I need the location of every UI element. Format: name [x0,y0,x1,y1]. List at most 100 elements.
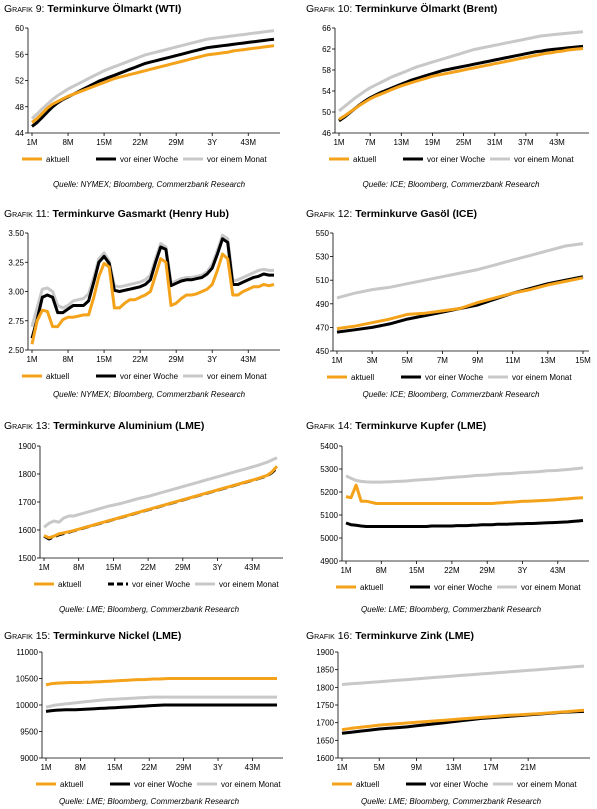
legend-label: aktuell [353,155,376,164]
x-tick-label: 3Y [207,355,217,364]
y-tick-label: 1700 [316,719,334,728]
y-tick-label: 60 [15,24,24,33]
series-line-aktuell [43,465,279,540]
y-tick-label: 66 [322,24,331,33]
x-tick-label: 3Y [518,566,528,575]
y-tick-label: 5000 [320,534,338,543]
x-tick-label: 8M [73,563,84,572]
legend-label: aktuell [360,583,383,592]
series-line-vor-einem-monat [341,664,585,686]
legend-label: aktuell [60,780,83,789]
x-tick-label: 22M [132,355,148,364]
legend-label: vor einer Woche [134,780,193,789]
legend-label: vor einer Woche [430,780,489,789]
chart-source: Quelle: LME; Bloomberg, Commerzbank Rese… [360,797,542,806]
chart-12: 450 470 490 510 530 550 1M 3M 5M 7M 9M 11M 13M 15M akt… [316,229,591,382]
y-tick-label: 1900 [18,442,36,451]
y-tick-label: 3.00 [8,288,24,297]
chart-title-text: Terminkurve Gasöl (ICE) [355,208,477,220]
x-tick-label: 29M [168,138,184,147]
chart-title-prefix: Grafik 10: [306,3,356,15]
legend-label: vor einem Monat [512,373,572,382]
x-tick-label: 5M [374,763,385,772]
x-tick-label: 25M [456,138,472,147]
y-tick-label: 1700 [18,498,36,507]
series-line-vor-einer-woche [341,709,585,735]
y-tick-label: 50 [322,108,331,117]
y-tick-label: 3.25 [8,258,24,267]
chart-9: 44 48 52 56 60 1M 8M 15M 22M 29M 3Y 43M aktuell vor e… [15,24,280,164]
x-tick-label: 1M [38,563,49,572]
legend-label: aktuell [356,780,379,789]
series-line-aktuell [336,276,584,331]
y-tick-label: 5200 [320,488,338,497]
x-tick-label: 5M [402,356,413,365]
chart-title-prefix: Grafik 12: [306,208,356,220]
series-line-vor-einem-monat [345,466,584,484]
y-tick-label: 52 [15,77,24,86]
y-tick-label: 10000 [16,701,39,710]
legend-label: vor einem Monat [219,580,279,589]
x-tick-label: 15M [96,355,112,364]
x-tick-label: 43M [244,563,260,572]
legend-label: vor einer Woche [434,583,493,592]
x-tick-label: 1M [333,138,344,147]
legend-label: vor einem Monat [207,155,267,164]
x-tick-label: 22M [141,763,157,772]
y-tick-label: 1750 [316,701,334,710]
y-tick-label: 530 [316,253,330,262]
x-tick-label: 15M [107,763,123,772]
chart-title-14: Grafik 14: Terminkurve Kupfer (LME) [306,420,486,432]
x-tick-label: 43M [549,138,565,147]
chart-title-text: Terminkurve Aluminium (LME) [53,420,205,432]
chart-title-prefix: Grafik 13: [4,420,54,432]
x-tick-label: 21M [520,763,536,772]
chart-title-10: Grafik 10: Terminkurve Ölmarkt (Brent) [306,3,497,15]
y-tick-label: 9000 [20,754,38,763]
legend-label: vor einem Monat [221,780,281,789]
y-tick-label: 1500 [18,554,36,563]
x-tick-label: 22M [444,566,460,575]
chart-title-prefix: Grafik 11: [4,208,53,220]
y-tick-label: 1600 [18,526,36,535]
series-line-aktuell [30,252,275,345]
series-line-vor-einem-monat [30,29,275,120]
chart-title-prefix: Grafik 15: [4,630,54,642]
y-tick-label: 1800 [316,683,334,692]
x-tick-label: 13M [446,763,462,772]
x-tick-label: 8M [62,138,73,147]
y-tick-label: 5300 [320,465,338,474]
chart-title-16: Grafik 16: Terminkurve Zink (LME) [306,630,474,642]
legend-label: vor einer Woche [120,372,179,381]
chart-10: 46 50 54 58 62 66 1M 7M 13M 19M 25M 31M 37M 43M aktuel… [322,24,589,164]
chart-16: 1600 1650 1700 1750 1800 1850 1900 1M 5M 9M 13M 17M… [316,648,590,789]
series-line-vor-einem-monat [338,30,584,113]
series-line-vor-einem-monat [336,242,584,300]
y-tick-label: 9500 [20,728,38,737]
y-tick-label: 5100 [320,511,338,520]
y-tick-label: 470 [316,323,330,332]
x-tick-label: 15M [575,356,591,365]
chart-source: Quelle: LME; Bloomberg, Commerzbank Rese… [58,797,240,806]
legend-label: vor einem Monat [517,780,577,789]
chart-source: Quelle: NYMEX; Bloomberg, Commerzbank Re… [52,180,246,189]
legend-label: vor einer Woche [120,155,179,164]
series-line-vor-einem-monat [45,695,277,709]
chart-title-text: Terminkurve Ölmarkt (WTI) [47,3,182,15]
y-tick-label: 4900 [320,557,338,566]
legend-label: vor einem Monat [207,372,267,381]
x-tick-label: 7M [365,138,376,147]
x-tick-label: 8M [75,763,86,772]
y-tick-label: 2.75 [8,317,24,326]
x-tick-label: 43M [240,355,256,364]
x-tick-label: 3M [367,356,378,365]
chart-title-text: Terminkurve Ölmarkt (Brent) [355,3,498,15]
chart-title-prefix: Grafik 14: [306,420,356,432]
y-tick-label: 510 [316,276,330,285]
x-tick-label: 15M [96,138,112,147]
series-line-aktuell [338,47,584,121]
legend-label: vor einer Woche [427,155,486,164]
y-tick-label: 1800 [18,470,36,479]
chart-title-text: Terminkurve Gasmarkt (Henry Hub) [52,208,230,220]
x-tick-label: 3Y [207,138,217,147]
